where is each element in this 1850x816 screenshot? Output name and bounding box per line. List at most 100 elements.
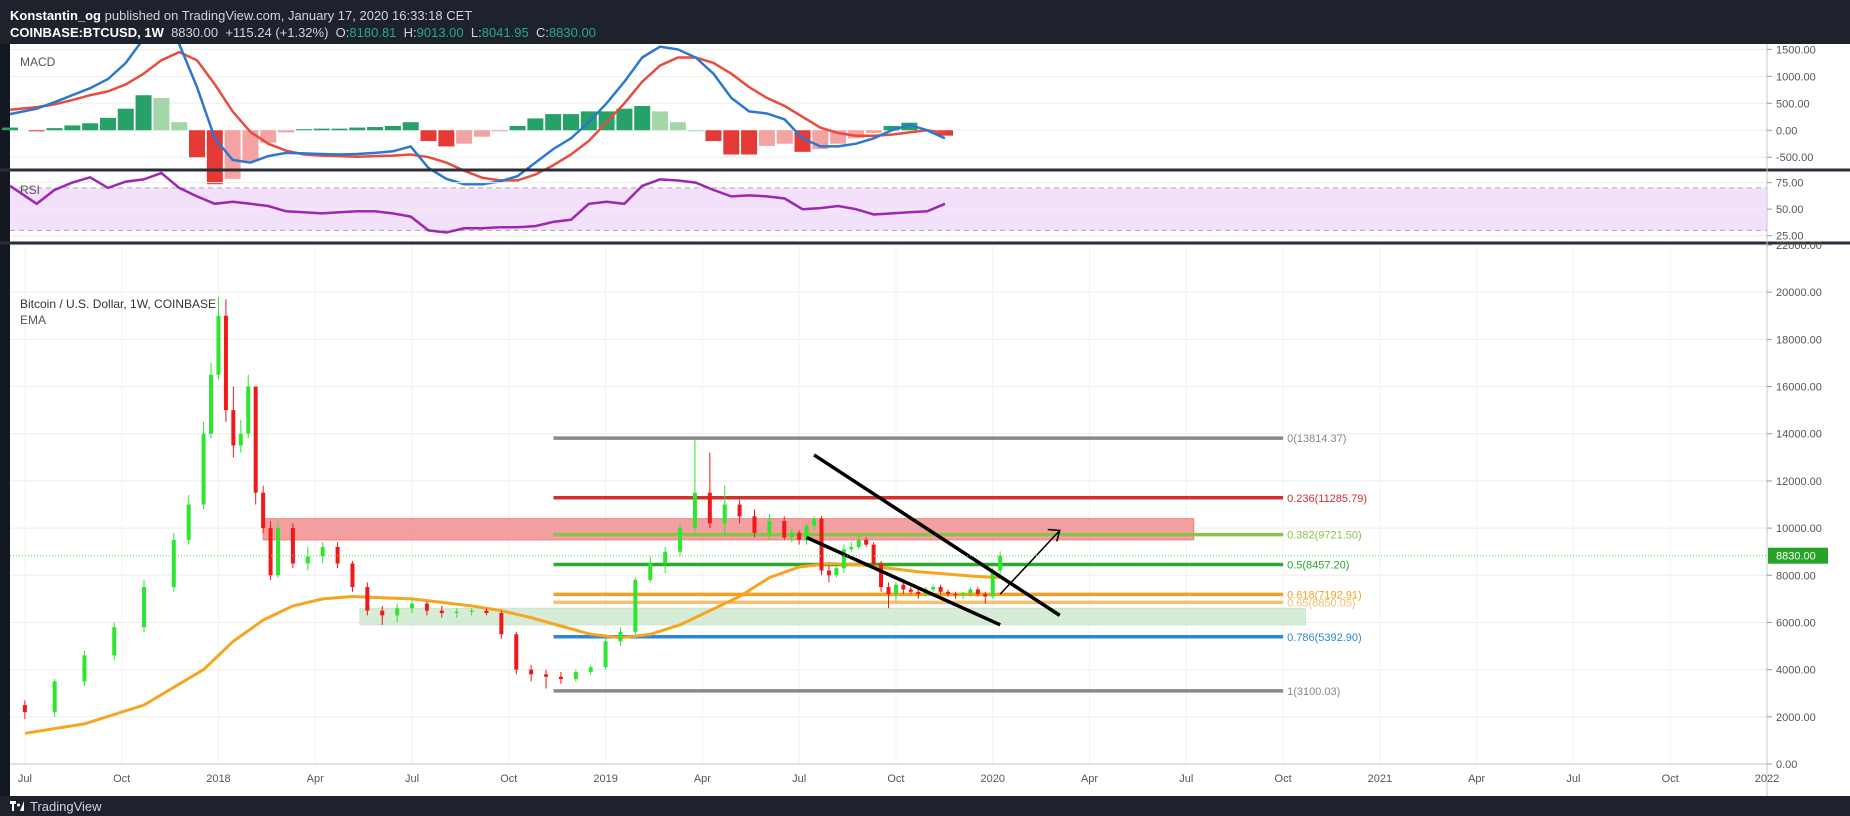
candle-body xyxy=(216,315,221,375)
candle-body xyxy=(424,603,429,611)
macd-histogram-bar xyxy=(438,130,455,147)
candle-body xyxy=(231,410,236,446)
tradingview-logo-icon xyxy=(10,801,24,811)
price-panel[interactable]: 0(13814.37) 0.236(11285.79) 0.382(9721.50)… xyxy=(10,244,1768,765)
macd-tick-label: -500.00 xyxy=(1776,152,1813,164)
rsi-panel[interactable] xyxy=(9,171,1767,237)
last-value: 8830.00 xyxy=(171,25,219,40)
candle-body xyxy=(350,563,355,588)
macd-histogram-bar xyxy=(705,130,722,142)
macd-histogram-bar xyxy=(883,125,900,131)
time-tick-label: 2020 xyxy=(980,773,1004,785)
price-tick-label: 16000.00 xyxy=(1776,382,1822,394)
macd-tick-label: 500.00 xyxy=(1776,98,1810,110)
candle-body xyxy=(380,610,385,616)
candle-body xyxy=(223,315,228,411)
rsi-tick-label: 75.00 xyxy=(1776,178,1804,190)
time-tick-label: 2022 xyxy=(1755,773,1779,785)
chart-canvas[interactable]: 0(13814.37) 0.236(11285.79) 0.382(9721.50)… xyxy=(0,44,1850,796)
projection-arrow-head xyxy=(1047,528,1061,542)
ema-line xyxy=(24,561,1001,735)
close-value: 8830.00 xyxy=(548,25,596,40)
macd-histogram-bar xyxy=(313,128,330,131)
candle-body xyxy=(544,674,549,677)
price-tick-label: 8000.00 xyxy=(1776,570,1816,582)
open-label: O: xyxy=(335,25,350,40)
candle-body xyxy=(439,610,444,614)
candle-body xyxy=(238,433,243,446)
rsi-title: RSI xyxy=(20,183,40,197)
candle-body xyxy=(618,631,623,642)
candle-body xyxy=(812,518,817,526)
macd-tick-label: 0.00 xyxy=(1776,125,1797,137)
macd-histogram-bar xyxy=(64,125,81,131)
candle-body xyxy=(826,570,831,576)
price-tick-label: 12000.00 xyxy=(1776,476,1822,488)
macd-histogram-bar xyxy=(242,130,259,161)
candle-body xyxy=(588,667,593,672)
publish-line: Konstantin_og published on TradingView.c… xyxy=(10,8,472,23)
high-label: H: xyxy=(403,25,417,40)
time-tick-label: Oct xyxy=(113,773,130,785)
author-name[interactable]: Konstantin_og xyxy=(10,8,101,23)
candle-body xyxy=(953,594,958,596)
candle-body xyxy=(395,608,400,616)
macd-histogram-bar xyxy=(331,128,348,131)
candle-body xyxy=(722,504,727,524)
macd-histogram-bar xyxy=(652,111,669,131)
macd-histogram-bar xyxy=(224,130,241,179)
symbol-label[interactable]: COINBASE:BTCUSD, 1W xyxy=(10,25,164,40)
macd-histogram-bar xyxy=(616,108,633,131)
macd-histogram-bar xyxy=(135,95,152,131)
fib-level-label: 0.236(11285.79) xyxy=(1287,493,1367,505)
fib-level-label: 0.5(8457.20) xyxy=(1287,559,1349,571)
projection-arrow xyxy=(999,529,1061,595)
candle-body xyxy=(931,587,936,590)
candle-body xyxy=(573,671,578,680)
time-tick-label: 2019 xyxy=(593,773,617,785)
publish-header: Konstantin_og published on TradingView.c… xyxy=(0,0,1850,44)
price-zone xyxy=(359,607,1306,626)
change-value: +115.24 (+1.32%) xyxy=(225,25,329,40)
candle-body xyxy=(142,587,147,628)
tradingview-brand[interactable]: TradingView xyxy=(30,799,102,814)
ohlc-line: COINBASE:BTCUSD, 1W 8830.00 +115.24 (+1.… xyxy=(10,25,596,40)
candle-body xyxy=(633,579,638,632)
candle-body xyxy=(305,556,310,564)
macd-signal-line xyxy=(9,50,946,182)
low-value: 8041.95 xyxy=(481,25,529,40)
macd-histogram-bar xyxy=(367,127,384,131)
candle-body xyxy=(320,546,325,557)
rsi-line xyxy=(9,171,946,234)
time-tick-label: Apr xyxy=(1468,773,1485,785)
candle-body xyxy=(692,492,697,529)
candle-body xyxy=(246,386,251,434)
time-tick-label: 2021 xyxy=(1368,773,1392,785)
candle-body xyxy=(879,563,884,588)
macd-histogram-bar xyxy=(509,125,526,131)
fib-level-label: 0(13814.37) xyxy=(1287,433,1346,445)
candle-body xyxy=(975,589,980,595)
candle-body xyxy=(960,592,965,596)
macd-histogram-bar xyxy=(865,130,882,133)
macd-histogram-bar xyxy=(847,130,864,139)
last-price-badge xyxy=(1768,547,1828,564)
candle-body xyxy=(558,676,563,680)
macd-histogram-bar xyxy=(153,97,170,131)
price-title: Bitcoin / U.S. Dollar, 1W, COINBASE xyxy=(20,297,216,311)
ema-label: EMA xyxy=(20,313,46,327)
candle-body xyxy=(529,669,534,675)
macd-histogram-bar xyxy=(402,122,419,131)
time-tick-label: Oct xyxy=(1275,773,1292,785)
price-tick-label: 14000.00 xyxy=(1776,429,1822,441)
time-tick-label: Oct xyxy=(500,773,517,785)
macd-histogram-bar xyxy=(117,108,134,131)
candle-body xyxy=(276,528,281,576)
candle-body xyxy=(752,516,757,533)
candle-body xyxy=(998,555,1003,571)
macd-title: MACD xyxy=(20,55,56,69)
macd-histogram-bar xyxy=(260,130,277,143)
candle-body xyxy=(484,610,489,614)
close-label: C: xyxy=(535,25,549,40)
macd-histogram-bar xyxy=(420,130,437,142)
